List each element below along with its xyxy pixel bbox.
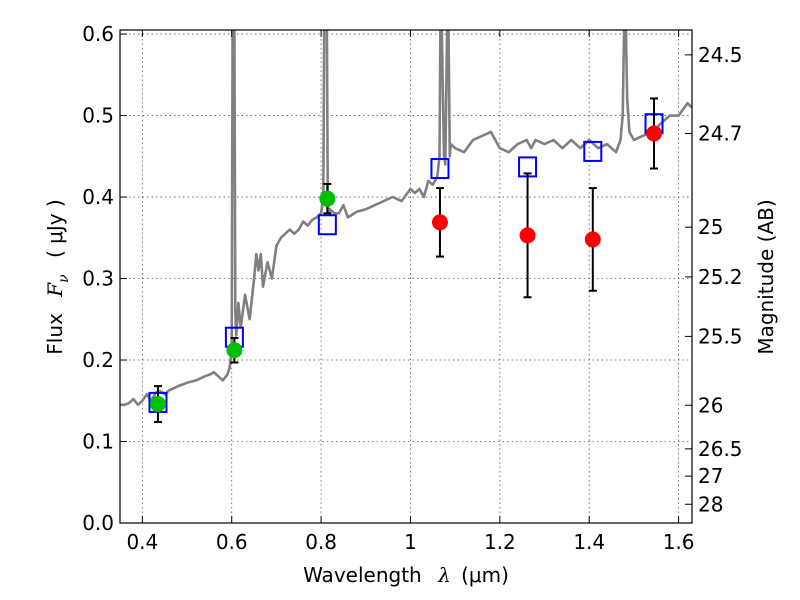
observed-point: [646, 125, 663, 142]
observed-point: [519, 227, 536, 244]
grid-lines: [120, 30, 692, 524]
mag-tick-label: 26.5: [698, 437, 743, 461]
y-tick-label: 0.0: [82, 511, 114, 535]
y-tick-label: 0.1: [82, 430, 114, 454]
observed-point: [431, 214, 448, 231]
tick-marks: [120, 30, 692, 524]
mag-tick-label: 24.7: [698, 121, 743, 145]
mag-tick-label: 25.5: [698, 324, 743, 348]
y-tick-label: 0.3: [82, 267, 114, 291]
x-tick-label: 0.4: [126, 530, 158, 554]
observed-point: [226, 342, 243, 359]
y-tick-label: 0.4: [82, 185, 114, 209]
y-tick-label: 0.2: [82, 348, 114, 372]
x-axis-label: Wavelength λ (μm): [303, 563, 509, 587]
mag-tick-label: 24.5: [698, 43, 743, 67]
observed-point: [149, 396, 166, 413]
mag-tick-label: 28: [698, 492, 723, 516]
observed-point: [584, 231, 601, 248]
mag-tick-label: 26: [698, 393, 723, 417]
tick-labels: 0.4 0.6 0.8 1 1.2 1.4 1.6 0.0 0.1 0.2 0.3 0.4 0.5 0.6…: [82, 22, 742, 554]
model-photometry-point: [583, 140, 603, 162]
y-tick-label: 0.5: [82, 104, 114, 128]
x-tick-label: 1.4: [573, 530, 605, 554]
y-axis-label: Flux Fν ( μJy ): [43, 199, 73, 354]
mag-tick-label: 27: [698, 464, 723, 488]
mag-tick-label: 25: [698, 215, 723, 239]
model-photometry-point: [317, 214, 337, 236]
x-tick-label: 1: [404, 530, 417, 554]
y-tick-label: 0.6: [82, 22, 114, 46]
plot-frame: [119, 29, 693, 524]
x-tick-label: 0.8: [305, 530, 337, 554]
model-spectrum-line: [120, 30, 692, 407]
x-tick-label: 1.2: [484, 530, 516, 554]
y2-axis-label: Magnitude (AB): [754, 199, 778, 354]
model-photometry-point: [430, 158, 450, 180]
x-tick-label: 0.6: [216, 530, 248, 554]
x-tick-label: 1.6: [663, 530, 695, 554]
plot-layer: [120, 30, 692, 423]
observed-point: [319, 190, 336, 207]
mag-tick-label: 25.2: [698, 265, 743, 289]
